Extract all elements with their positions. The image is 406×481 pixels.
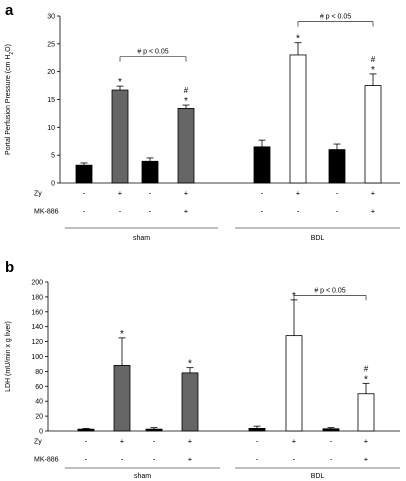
panel-a-bar bbox=[177, 108, 195, 184]
panel-b-star-mark: * bbox=[120, 329, 124, 340]
panel-b-y-tick-label: 20 bbox=[35, 414, 43, 421]
panel-a-zy-sign: + bbox=[296, 189, 301, 198]
panel-a-group-label: BDL bbox=[311, 235, 325, 242]
panel-a-mk886-sign: + bbox=[371, 207, 376, 216]
panel-a-zy-sign: + bbox=[118, 189, 123, 198]
panel-b-bar bbox=[77, 428, 95, 432]
panel-a-bar bbox=[289, 54, 307, 184]
panel-a-hash-mark: # bbox=[371, 55, 376, 64]
panel-a-star-mark: * bbox=[371, 65, 375, 76]
panel-b-group-label: sham bbox=[134, 473, 151, 480]
panel-a-zy-sign: + bbox=[371, 189, 376, 198]
panel-a-group-label: sham bbox=[133, 235, 150, 242]
panel-a-row-label: Zy bbox=[34, 191, 42, 198]
panel-a-bracket-label: # p < 0.05 bbox=[320, 14, 351, 21]
panel-a-bracket-label: # p < 0.05 bbox=[137, 49, 168, 56]
panel-b-y-tick-label: 0 bbox=[39, 429, 43, 436]
panel-a-mk886-sign: - bbox=[297, 207, 300, 216]
panel-b-mk886-sign: - bbox=[121, 455, 124, 464]
panel-b-row-label: Zy bbox=[34, 439, 42, 446]
panel-a-y-tick-label: 5 bbox=[51, 153, 55, 160]
panel-b-zy-sign: - bbox=[256, 437, 259, 446]
panel-a-zy-sign: - bbox=[261, 189, 264, 198]
panel-b-zy-sign: + bbox=[364, 437, 369, 446]
panel-b-mk886-sign: - bbox=[256, 455, 259, 464]
panel-a-bar bbox=[364, 85, 382, 184]
panel-a-zy-sign: + bbox=[184, 189, 189, 198]
panel-b-zy-sign: + bbox=[120, 437, 125, 446]
panel-b-row-label: MK-886 bbox=[34, 457, 59, 464]
panel-a-bar bbox=[253, 146, 271, 184]
panel-b-bar bbox=[357, 393, 375, 432]
panel-a-y-tick-label: 15 bbox=[47, 97, 55, 104]
panel-a-y-tick-label: 20 bbox=[47, 69, 55, 76]
panel-a-mk886-sign: - bbox=[336, 207, 339, 216]
panel-b-y-tick-label: 160 bbox=[31, 309, 43, 316]
panel-a-mk886-sign: - bbox=[119, 207, 122, 216]
panel-b-y-tick-label: 80 bbox=[35, 369, 43, 376]
panel-b-bar bbox=[285, 335, 303, 432]
panel-b-y-tick-label: 180 bbox=[31, 294, 43, 301]
panel-a-star-mark: * bbox=[118, 77, 122, 88]
panel-a-letter: a bbox=[5, 2, 14, 19]
panel-b-zy-sign: + bbox=[292, 437, 297, 446]
panel-a-y-tick-label: 30 bbox=[47, 14, 55, 21]
panel-a-y-axis-title: Portal Perfusion Pressure (cm H2O) bbox=[5, 44, 15, 155]
panel-b-mk886-sign: - bbox=[153, 455, 156, 464]
panel-b-y-tick-label: 60 bbox=[35, 384, 43, 391]
panel-b-y-tick-label: 40 bbox=[35, 399, 43, 406]
panel-b-zy-sign: + bbox=[188, 437, 193, 446]
panel-b-zy-sign: - bbox=[85, 437, 88, 446]
panel-a-mk886-sign: - bbox=[261, 207, 264, 216]
panel-b-mk886-sign: - bbox=[330, 455, 333, 464]
panel-a-bar bbox=[328, 149, 346, 184]
panel-b-y-tick-label: 140 bbox=[31, 324, 43, 331]
panel-b-bar bbox=[113, 365, 131, 432]
panel-b-bar bbox=[248, 427, 266, 432]
panel-b-star-mark: * bbox=[364, 374, 368, 385]
panel-a-bar bbox=[75, 164, 93, 184]
panel-a-mk886-sign: - bbox=[83, 207, 86, 216]
panel-b-y-tick-label: 120 bbox=[31, 339, 43, 346]
panel-b-mk886-sign: + bbox=[188, 455, 193, 464]
panel-a-mk886-sign: + bbox=[184, 207, 189, 216]
panel-b-mk886-sign: - bbox=[293, 455, 296, 464]
panel-b-y-tick-label: 200 bbox=[31, 280, 43, 287]
panel-a-bar bbox=[141, 160, 159, 184]
panel-b-group-label: BDL bbox=[311, 473, 325, 480]
panel-a-zy-sign: - bbox=[149, 189, 152, 198]
panel-b-bar bbox=[181, 372, 199, 432]
panel-b-y-tick-label: 100 bbox=[31, 354, 43, 361]
panel-a-star-mark: * bbox=[184, 96, 188, 107]
panel-a-star-mark: * bbox=[296, 34, 300, 45]
panel-a-bar bbox=[111, 89, 129, 184]
panel-a-hash-mark: # bbox=[184, 86, 189, 95]
panel-b-star-mark: * bbox=[188, 359, 192, 370]
panel-a-y-tick-label: 0 bbox=[51, 181, 55, 188]
panel-b-mk886-sign: + bbox=[364, 455, 369, 464]
panel-b-bracket-label: # p < 0.05 bbox=[314, 287, 345, 294]
panel-b-mk886-sign: - bbox=[85, 455, 88, 464]
panel-b-zy-sign: - bbox=[153, 437, 156, 446]
panel-b-bar bbox=[322, 428, 340, 432]
panel-a-zy-sign: - bbox=[336, 189, 339, 198]
panel-b-zy-sign: - bbox=[330, 437, 333, 446]
panel-a-zy-sign: - bbox=[83, 189, 86, 198]
panel-b-letter: b bbox=[5, 259, 14, 276]
panel-b-bar bbox=[145, 428, 163, 432]
panel-a-y-tick-label: 25 bbox=[47, 41, 55, 48]
panel-b-hash-mark: # bbox=[364, 364, 369, 373]
panel-a-row-label: MK-886 bbox=[34, 209, 59, 216]
panel-a-y-tick-label: 10 bbox=[47, 125, 55, 132]
panel-b-y-axis-title: LDH (mU/min x g liver) bbox=[5, 321, 12, 392]
panel-a-mk886-sign: - bbox=[149, 207, 152, 216]
